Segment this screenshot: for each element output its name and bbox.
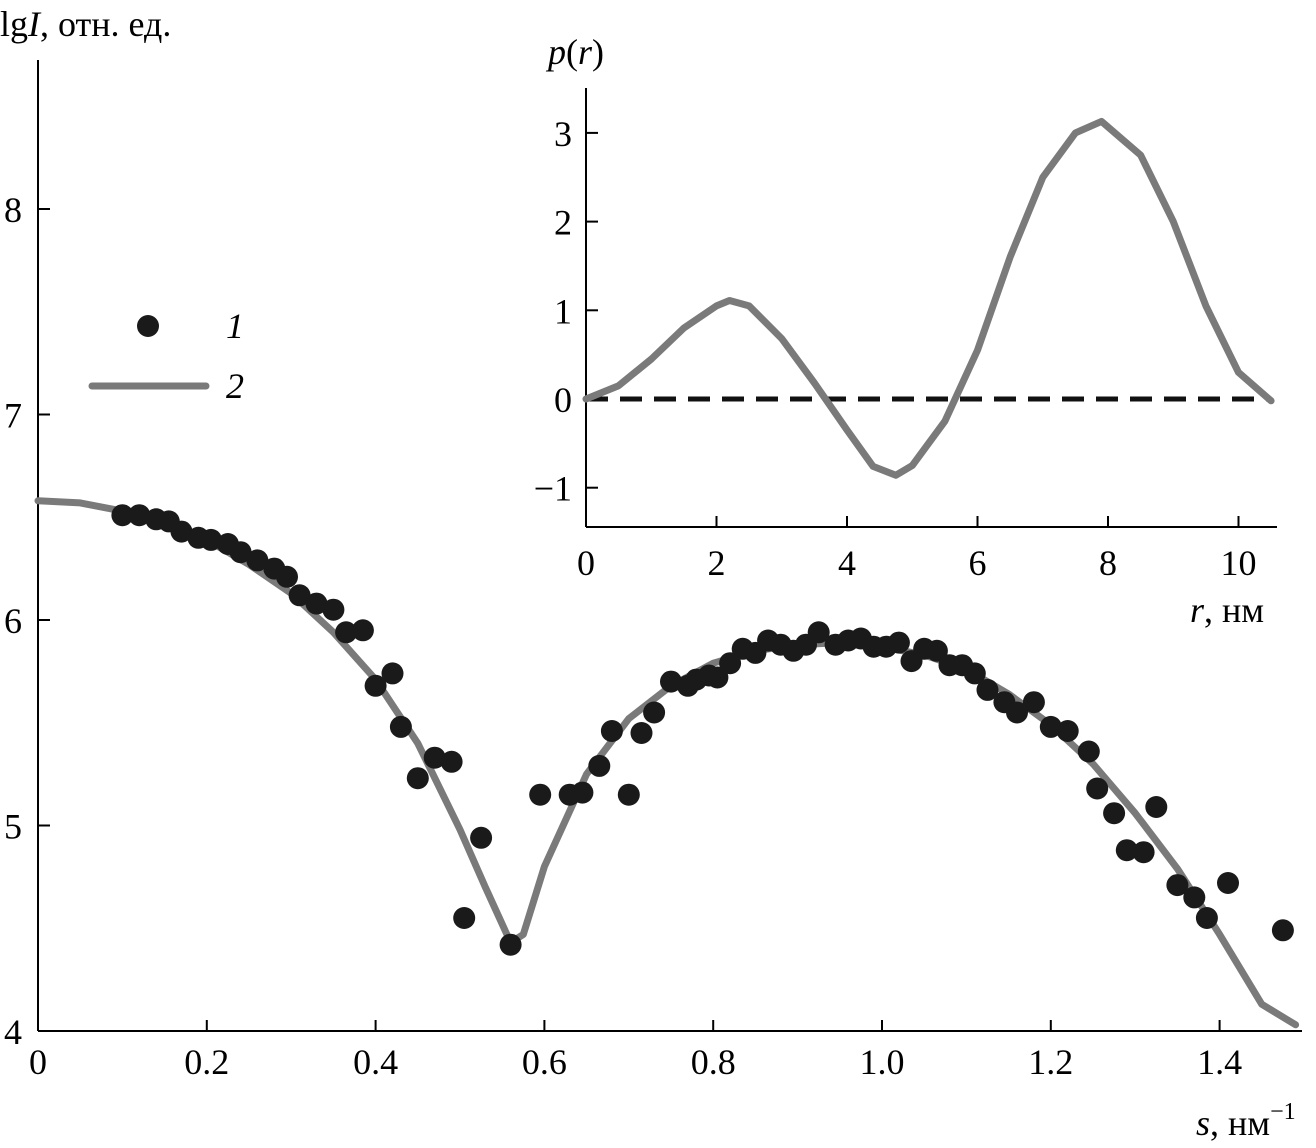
data-point [963, 662, 986, 685]
main-x-tick-label: 0.8 [691, 1042, 736, 1082]
main-x-tick-label: 0.4 [353, 1042, 398, 1082]
data-point [470, 826, 493, 849]
data-point [128, 504, 151, 527]
inset-x-tick-label: 6 [969, 543, 987, 583]
main-y-tick-label: 7 [4, 396, 22, 436]
main-y-tick-label: 8 [4, 190, 22, 230]
legend-marker-points [137, 315, 159, 337]
data-point [406, 767, 429, 790]
data-point [381, 662, 404, 685]
main-y-tick-label: 4 [4, 1012, 22, 1052]
inset-x-axis-title: r, нм [1190, 590, 1264, 630]
data-point [887, 631, 910, 654]
inset-y-ticks: −1 0 1 2 3 [534, 114, 598, 509]
inset-x-tick-label: 8 [1099, 543, 1117, 583]
data-point [1103, 802, 1126, 825]
data-point [719, 652, 742, 675]
main-chart: 0 0.2 0.4 0.6 0.8 1.0 1.2 1.4 4 5 6 7 8 lgI, отн. е… [0, 4, 1302, 1143]
data-point [246, 549, 269, 572]
data-point [1195, 907, 1218, 929]
legend-label-2: 2 [226, 366, 244, 406]
series-1-points [111, 504, 1294, 956]
data-point [1039, 715, 1062, 738]
main-x-tick-label: 1.2 [1028, 1042, 1073, 1082]
data-point [351, 619, 374, 642]
inset-y-tick-label: 0 [554, 380, 572, 420]
data-point [925, 639, 948, 662]
data-point [643, 701, 666, 724]
data-point [660, 670, 682, 693]
data-point [807, 621, 830, 644]
data-point [200, 528, 222, 551]
inset-x-tick-label: 4 [838, 543, 856, 583]
inset-y-tick-label: 3 [554, 114, 572, 154]
data-point [1166, 874, 1189, 897]
legend-label-1: 1 [226, 306, 244, 346]
data-point [1115, 839, 1138, 862]
data-point [1271, 919, 1294, 942]
inset-x-tick-label: 10 [1221, 543, 1257, 583]
data-point [1022, 691, 1045, 714]
main-y-tick-label: 6 [4, 601, 22, 641]
data-point [389, 715, 412, 738]
inset-x-tick-label: 2 [708, 543, 726, 583]
data-point [111, 504, 134, 527]
main-x-tick-label: 1.0 [860, 1042, 905, 1082]
data-point [423, 746, 446, 769]
main-x-tick-label: 0.6 [522, 1042, 567, 1082]
main-x-tick-label: 0.2 [184, 1042, 229, 1082]
data-point [364, 674, 387, 697]
data-point [1145, 796, 1168, 818]
data-point [322, 598, 345, 621]
data-point [529, 783, 552, 806]
main-x-tick-label: 1.4 [1197, 1042, 1242, 1082]
data-point [1132, 841, 1155, 864]
data-point [305, 592, 328, 615]
inset-y-tick-label: −1 [534, 469, 572, 509]
inset-pr-curve [582, 117, 1275, 479]
data-point [276, 565, 298, 588]
data-point [571, 781, 594, 804]
data-point [453, 907, 476, 929]
main-x-tick-label: 0 [29, 1042, 47, 1082]
data-point [1006, 701, 1028, 724]
inset-y-tick-label: 1 [554, 291, 572, 331]
main-x-axis-title: s, нм−1 [1196, 1099, 1296, 1143]
data-point [170, 520, 193, 543]
data-point [335, 621, 358, 644]
main-y-axis-title: lgI, отн. ед. [0, 4, 171, 44]
data-point [1217, 872, 1239, 894]
main-x-ticks: 0 0.2 0.4 0.6 0.8 1.0 1.2 1.4 [29, 1020, 1242, 1082]
data-point [229, 541, 252, 564]
inset-x-ticks: 0 2 4 6 8 10 [577, 516, 1257, 583]
data-point [600, 720, 623, 742]
data-point [440, 750, 463, 773]
inset-y-tick-label: 2 [554, 203, 572, 243]
inset-y-axis-title: p(r) [545, 32, 604, 72]
legend: 1 2 [88, 306, 244, 406]
data-point [617, 783, 640, 806]
data-point [499, 933, 522, 956]
data-point [630, 722, 653, 744]
data-point [976, 678, 999, 701]
inset-x-tick-label: 0 [577, 543, 595, 583]
main-y-tick-label: 5 [4, 807, 22, 847]
data-point [1086, 777, 1109, 800]
data-point [1056, 720, 1079, 742]
data-point [1183, 886, 1206, 909]
data-point [588, 754, 611, 777]
main-y-ticks: 4 5 6 7 8 [4, 190, 50, 1052]
data-point [1077, 740, 1100, 763]
data-point [706, 666, 729, 689]
data-point [288, 584, 311, 607]
main-axes [37, 60, 1302, 1032]
